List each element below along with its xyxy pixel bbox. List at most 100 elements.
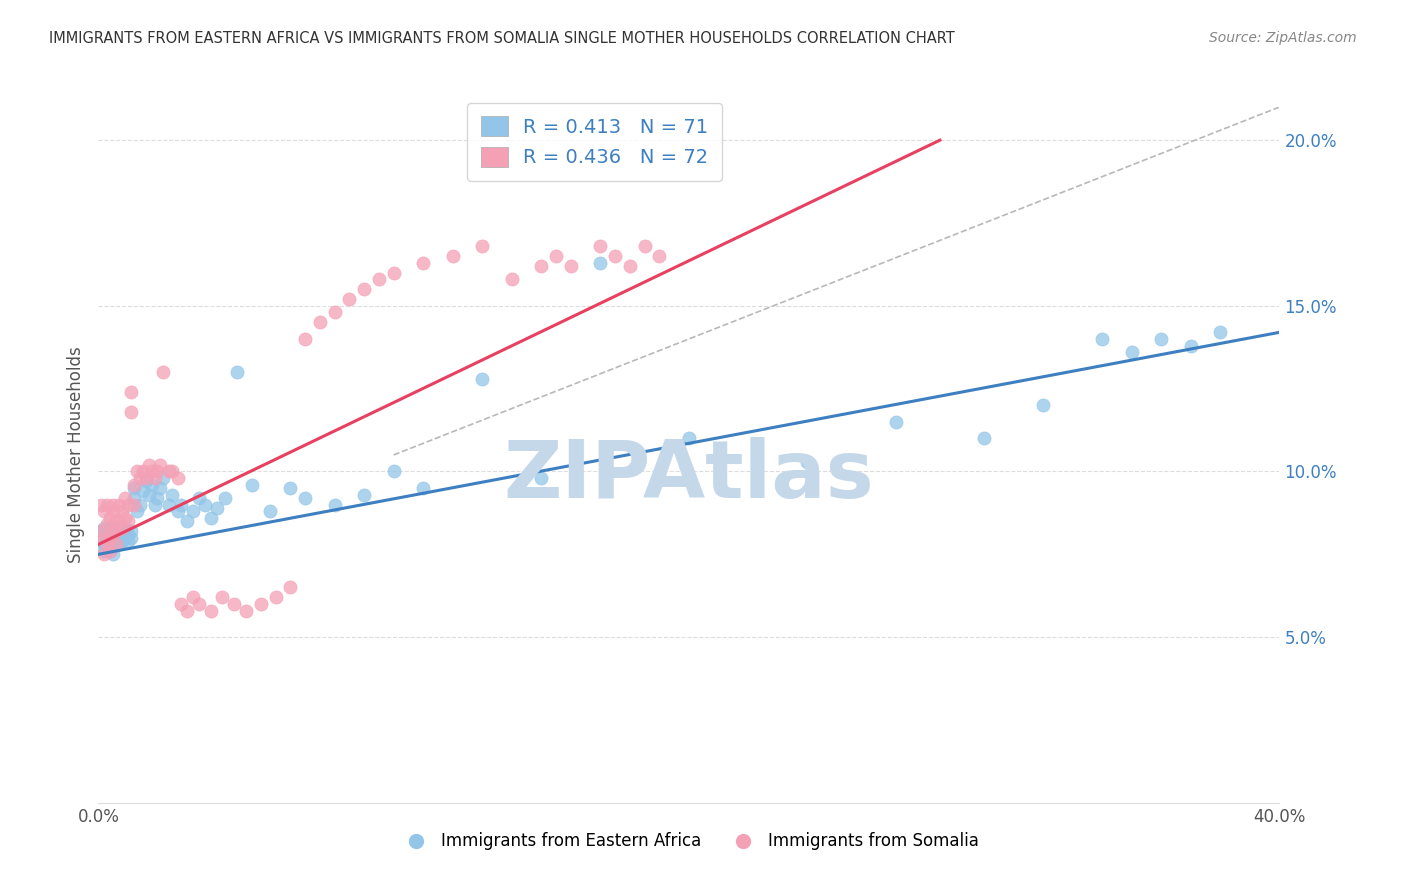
Point — [162, 465, 183, 479]
Point — [114, 491, 136, 505]
Point — [114, 511, 136, 525]
Point — [103, 534, 125, 549]
Point — [323, 498, 346, 512]
Point — [382, 465, 405, 479]
Point — [235, 604, 257, 618]
Point — [108, 521, 131, 535]
Point — [181, 591, 204, 605]
Point — [157, 465, 180, 479]
Point — [368, 272, 391, 286]
Point — [120, 524, 142, 538]
Point — [441, 249, 464, 263]
Point — [796, 454, 818, 468]
Point — [96, 534, 118, 549]
Point — [973, 431, 995, 445]
Point — [111, 524, 134, 538]
Point — [170, 597, 193, 611]
Point — [98, 511, 121, 525]
Point — [120, 531, 142, 545]
Point — [93, 547, 115, 561]
Point — [412, 481, 434, 495]
Point — [678, 431, 700, 445]
Point — [259, 504, 281, 518]
Point — [1209, 326, 1232, 340]
Point — [181, 504, 204, 518]
Point — [141, 465, 163, 479]
Point — [105, 524, 128, 538]
Point — [117, 514, 139, 528]
Point — [125, 465, 148, 479]
Point — [103, 547, 125, 561]
Point — [240, 477, 263, 491]
Point — [90, 534, 112, 549]
Point — [111, 521, 134, 535]
Point — [200, 511, 222, 525]
Point — [530, 259, 553, 273]
Point — [135, 475, 157, 489]
Point — [546, 249, 568, 263]
Point — [1121, 345, 1143, 359]
Point — [1150, 332, 1173, 346]
Point — [471, 239, 494, 253]
Point — [93, 531, 115, 545]
Point — [98, 521, 121, 535]
Point — [120, 384, 142, 399]
Point — [633, 239, 655, 253]
Point — [412, 256, 434, 270]
Point — [114, 531, 136, 545]
Point — [152, 365, 174, 379]
Point — [96, 524, 118, 538]
Point — [103, 504, 125, 518]
Point — [105, 524, 128, 538]
Point — [149, 481, 172, 495]
Point — [98, 531, 121, 545]
Point — [114, 521, 136, 535]
Point — [264, 591, 287, 605]
Point — [157, 498, 180, 512]
Point — [90, 524, 112, 538]
Point — [1091, 332, 1114, 346]
Point — [278, 481, 302, 495]
Point — [187, 597, 209, 611]
Point — [117, 534, 139, 549]
Point — [93, 537, 115, 551]
Point — [111, 504, 134, 518]
Point — [93, 504, 115, 518]
Point — [111, 534, 134, 549]
Point — [884, 415, 907, 429]
Point — [176, 604, 198, 618]
Point — [501, 272, 523, 286]
Point — [211, 591, 233, 605]
Point — [294, 491, 316, 505]
Point — [167, 504, 190, 518]
Point — [170, 498, 193, 512]
Point — [176, 514, 198, 528]
Y-axis label: Single Mother Households: Single Mother Households — [66, 347, 84, 563]
Point — [108, 498, 131, 512]
Point — [105, 537, 128, 551]
Point — [125, 504, 148, 518]
Text: ZIPAtlas: ZIPAtlas — [503, 437, 875, 515]
Point — [162, 488, 183, 502]
Point — [128, 471, 150, 485]
Point — [138, 488, 160, 502]
Point — [339, 292, 360, 306]
Point — [648, 249, 671, 263]
Point — [149, 458, 172, 472]
Point — [98, 531, 121, 545]
Point — [132, 465, 155, 479]
Point — [530, 471, 553, 485]
Point — [122, 481, 145, 495]
Point — [98, 544, 121, 558]
Point — [143, 498, 166, 512]
Point — [120, 405, 142, 419]
Point — [200, 604, 222, 618]
Point — [619, 259, 641, 273]
Point — [353, 488, 375, 502]
Point — [128, 498, 150, 512]
Point — [224, 597, 246, 611]
Point — [117, 498, 139, 512]
Point — [152, 471, 174, 485]
Point — [226, 365, 249, 379]
Point — [122, 498, 145, 512]
